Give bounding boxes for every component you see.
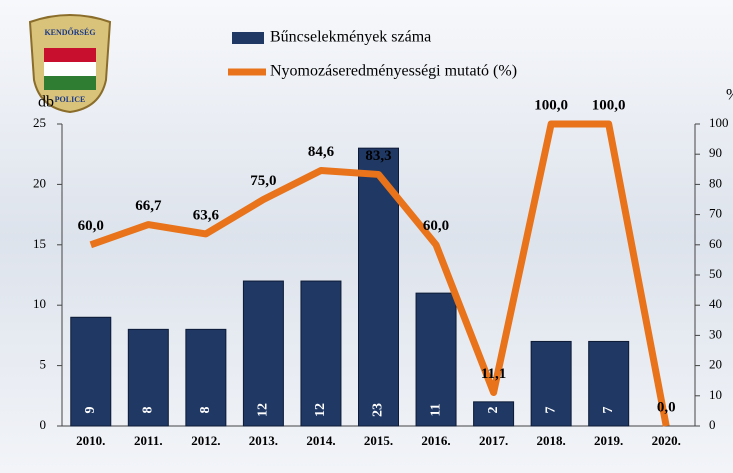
- x-tick-label: 2011.: [134, 433, 163, 448]
- bar-label: 2: [486, 407, 501, 414]
- y2-tick-label: 70: [709, 206, 722, 221]
- y2-axis-label: %: [726, 87, 733, 104]
- y-tick-label: 10: [33, 296, 46, 311]
- bar-label: 9: [83, 407, 98, 414]
- y2-tick-label: 40: [709, 296, 722, 311]
- y2-tick-label: 90: [709, 145, 722, 160]
- legend-label: Nyomozáseredményességi mutató (%): [270, 63, 517, 80]
- y2-tick-label: 80: [709, 175, 722, 190]
- y-tick-label: 5: [40, 357, 47, 372]
- bar-label: 7: [601, 407, 616, 414]
- y-tick-label: 0: [40, 417, 47, 432]
- x-tick-label: 2017.: [479, 433, 508, 448]
- chart: KENDŐRSÉG POLICE db % 051015202501020304…: [0, 0, 733, 473]
- y2-tick-label: 100: [709, 115, 729, 130]
- logo-text: KENDŐRSÉG: [44, 27, 95, 37]
- x-tick-label: 2012.: [191, 433, 220, 448]
- x-tick-label: 2014.: [306, 433, 335, 448]
- legend-swatch: [232, 32, 264, 44]
- bar-label: 11: [428, 403, 443, 416]
- bar-label: 12: [313, 403, 328, 417]
- y-axis-label: db: [38, 94, 54, 111]
- line-label: 63,6: [193, 207, 220, 223]
- line-label: 60,0: [423, 218, 449, 234]
- x-tick-label: 2015.: [364, 433, 393, 448]
- line-label: 84,6: [308, 144, 335, 160]
- y-tick-label: 15: [33, 236, 46, 251]
- line-label: 100,0: [592, 97, 626, 113]
- x-tick-label: 2010.: [76, 433, 105, 448]
- bar-label: 7: [543, 407, 558, 414]
- bar-label: 8: [141, 407, 156, 414]
- y-tick-label: 25: [33, 115, 46, 130]
- logo-text: POLICE: [55, 95, 86, 104]
- line-label: 83,3: [365, 148, 391, 164]
- x-tick-label: 2019.: [594, 433, 623, 448]
- line-label: 0,0: [657, 399, 676, 415]
- y-tick-label: 20: [33, 175, 46, 190]
- y2-tick-label: 60: [709, 236, 722, 251]
- bar-label: 23: [371, 403, 386, 417]
- bar-label: 12: [256, 403, 271, 417]
- y2-tick-label: 30: [709, 326, 722, 341]
- line-label: 75,0: [250, 173, 276, 189]
- y2-tick-label: 0: [709, 417, 716, 432]
- bar-label: 8: [198, 407, 213, 414]
- line-label: 60,0: [78, 218, 104, 234]
- line-label: 11,1: [481, 366, 506, 382]
- x-tick-label: 2020.: [652, 433, 681, 448]
- x-tick-label: 2018.: [537, 433, 566, 448]
- x-tick-label: 2013.: [249, 433, 278, 448]
- line-label: 100,0: [534, 97, 568, 113]
- y2-tick-label: 50: [709, 266, 722, 281]
- line-label: 66,7: [135, 198, 162, 214]
- x-tick-label: 2016.: [421, 433, 450, 448]
- y2-tick-label: 10: [709, 387, 722, 402]
- y2-tick-label: 20: [709, 357, 722, 372]
- legend-label: Bűncselekmények száma: [270, 29, 431, 46]
